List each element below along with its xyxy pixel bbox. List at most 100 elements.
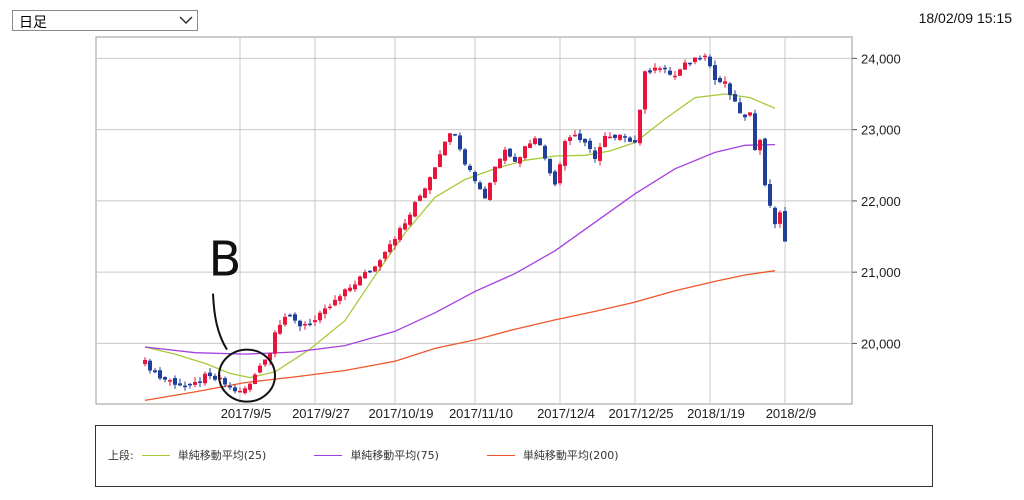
candle — [778, 210, 782, 228]
candle — [493, 166, 497, 186]
candle — [358, 275, 362, 286]
candle-body — [223, 378, 227, 385]
candle — [418, 194, 422, 202]
candle-body — [523, 146, 527, 159]
annotation-letter: B — [209, 232, 242, 288]
candle — [428, 176, 432, 195]
candle — [388, 240, 392, 254]
candle — [573, 130, 577, 137]
candle — [638, 109, 642, 146]
candle — [198, 377, 202, 388]
candle-body — [693, 57, 697, 63]
candle-body — [658, 68, 662, 70]
candle — [593, 146, 597, 163]
x-tick-label: 2018/2/9 — [766, 406, 817, 420]
candle-body — [428, 177, 432, 191]
candle — [513, 153, 517, 163]
legend-label-ma200: 単純移動平均(200) — [522, 449, 619, 462]
candle — [613, 134, 617, 141]
candle — [223, 376, 227, 388]
candle — [438, 150, 442, 168]
candle — [173, 375, 177, 389]
legend-swatch-ma25 — [141, 454, 170, 456]
candle-body — [498, 158, 502, 169]
period-select[interactable]: 日足 — [12, 10, 198, 31]
candle-body — [543, 145, 547, 159]
candle — [543, 144, 547, 161]
y-tick-label: 23,000 — [861, 123, 901, 138]
candle — [498, 157, 502, 169]
candle-body — [338, 296, 342, 301]
candle — [718, 76, 722, 84]
candle-body — [148, 360, 152, 371]
candle — [298, 319, 302, 332]
legend-label-ma25: 単純移動平均(25) — [177, 449, 267, 462]
candle-body — [168, 380, 172, 382]
candle — [213, 373, 217, 382]
candle — [238, 387, 242, 393]
candle-body — [178, 383, 182, 386]
candle — [143, 357, 147, 367]
legend-swatch-ma75 — [314, 454, 343, 456]
candle — [163, 376, 167, 383]
candle-body — [448, 133, 452, 143]
candle-body — [233, 387, 237, 392]
candle — [633, 135, 637, 144]
candle-body — [173, 378, 177, 385]
candle — [728, 82, 732, 100]
candle-body — [583, 138, 587, 143]
candle-body — [553, 171, 557, 185]
candle — [408, 212, 412, 227]
candle-body — [413, 202, 417, 217]
candle-body — [643, 71, 647, 110]
candle — [348, 284, 352, 293]
candle — [293, 312, 297, 324]
candle — [783, 206, 787, 242]
candle-body — [683, 62, 687, 70]
candle-body — [183, 385, 187, 388]
candle-body — [518, 157, 522, 164]
candle-body — [718, 78, 722, 83]
candle — [183, 381, 187, 391]
candle — [673, 71, 677, 80]
candle-body — [628, 137, 632, 142]
candle — [688, 62, 692, 67]
candle-body — [563, 141, 567, 166]
candle-body — [708, 56, 712, 67]
candle — [288, 313, 292, 318]
ma-line-0 — [144, 93, 776, 379]
legend-item-ma25: 単純移動平均(25) — [141, 447, 267, 463]
candle — [368, 270, 372, 274]
candle-body — [758, 139, 762, 151]
candle-body — [773, 207, 777, 225]
candle — [588, 138, 592, 153]
candle-body — [323, 308, 327, 315]
candle — [758, 138, 762, 155]
candle-body — [398, 228, 402, 240]
legend-swatch-ma200 — [486, 454, 515, 456]
candle — [398, 226, 402, 243]
candle — [478, 180, 482, 191]
candle-body — [463, 149, 467, 165]
candle-body — [303, 323, 307, 326]
candle — [318, 310, 322, 324]
candle-body — [603, 135, 607, 147]
candle-body — [238, 390, 242, 393]
candle-body — [593, 150, 597, 160]
candle-body — [318, 312, 322, 321]
y-tick-label: 20,000 — [861, 336, 901, 351]
candle — [383, 251, 387, 262]
x-tick-label: 2017/11/10 — [449, 406, 513, 420]
candle-body — [613, 134, 617, 139]
candle — [518, 156, 522, 168]
candle — [708, 54, 712, 69]
candle-body — [458, 135, 462, 150]
candle — [443, 141, 447, 156]
candle — [568, 135, 572, 146]
candle-body — [703, 55, 707, 58]
candle — [433, 166, 437, 180]
candle-body — [663, 67, 667, 70]
candle — [483, 186, 487, 199]
candle-body — [298, 320, 302, 327]
candle — [713, 60, 717, 85]
